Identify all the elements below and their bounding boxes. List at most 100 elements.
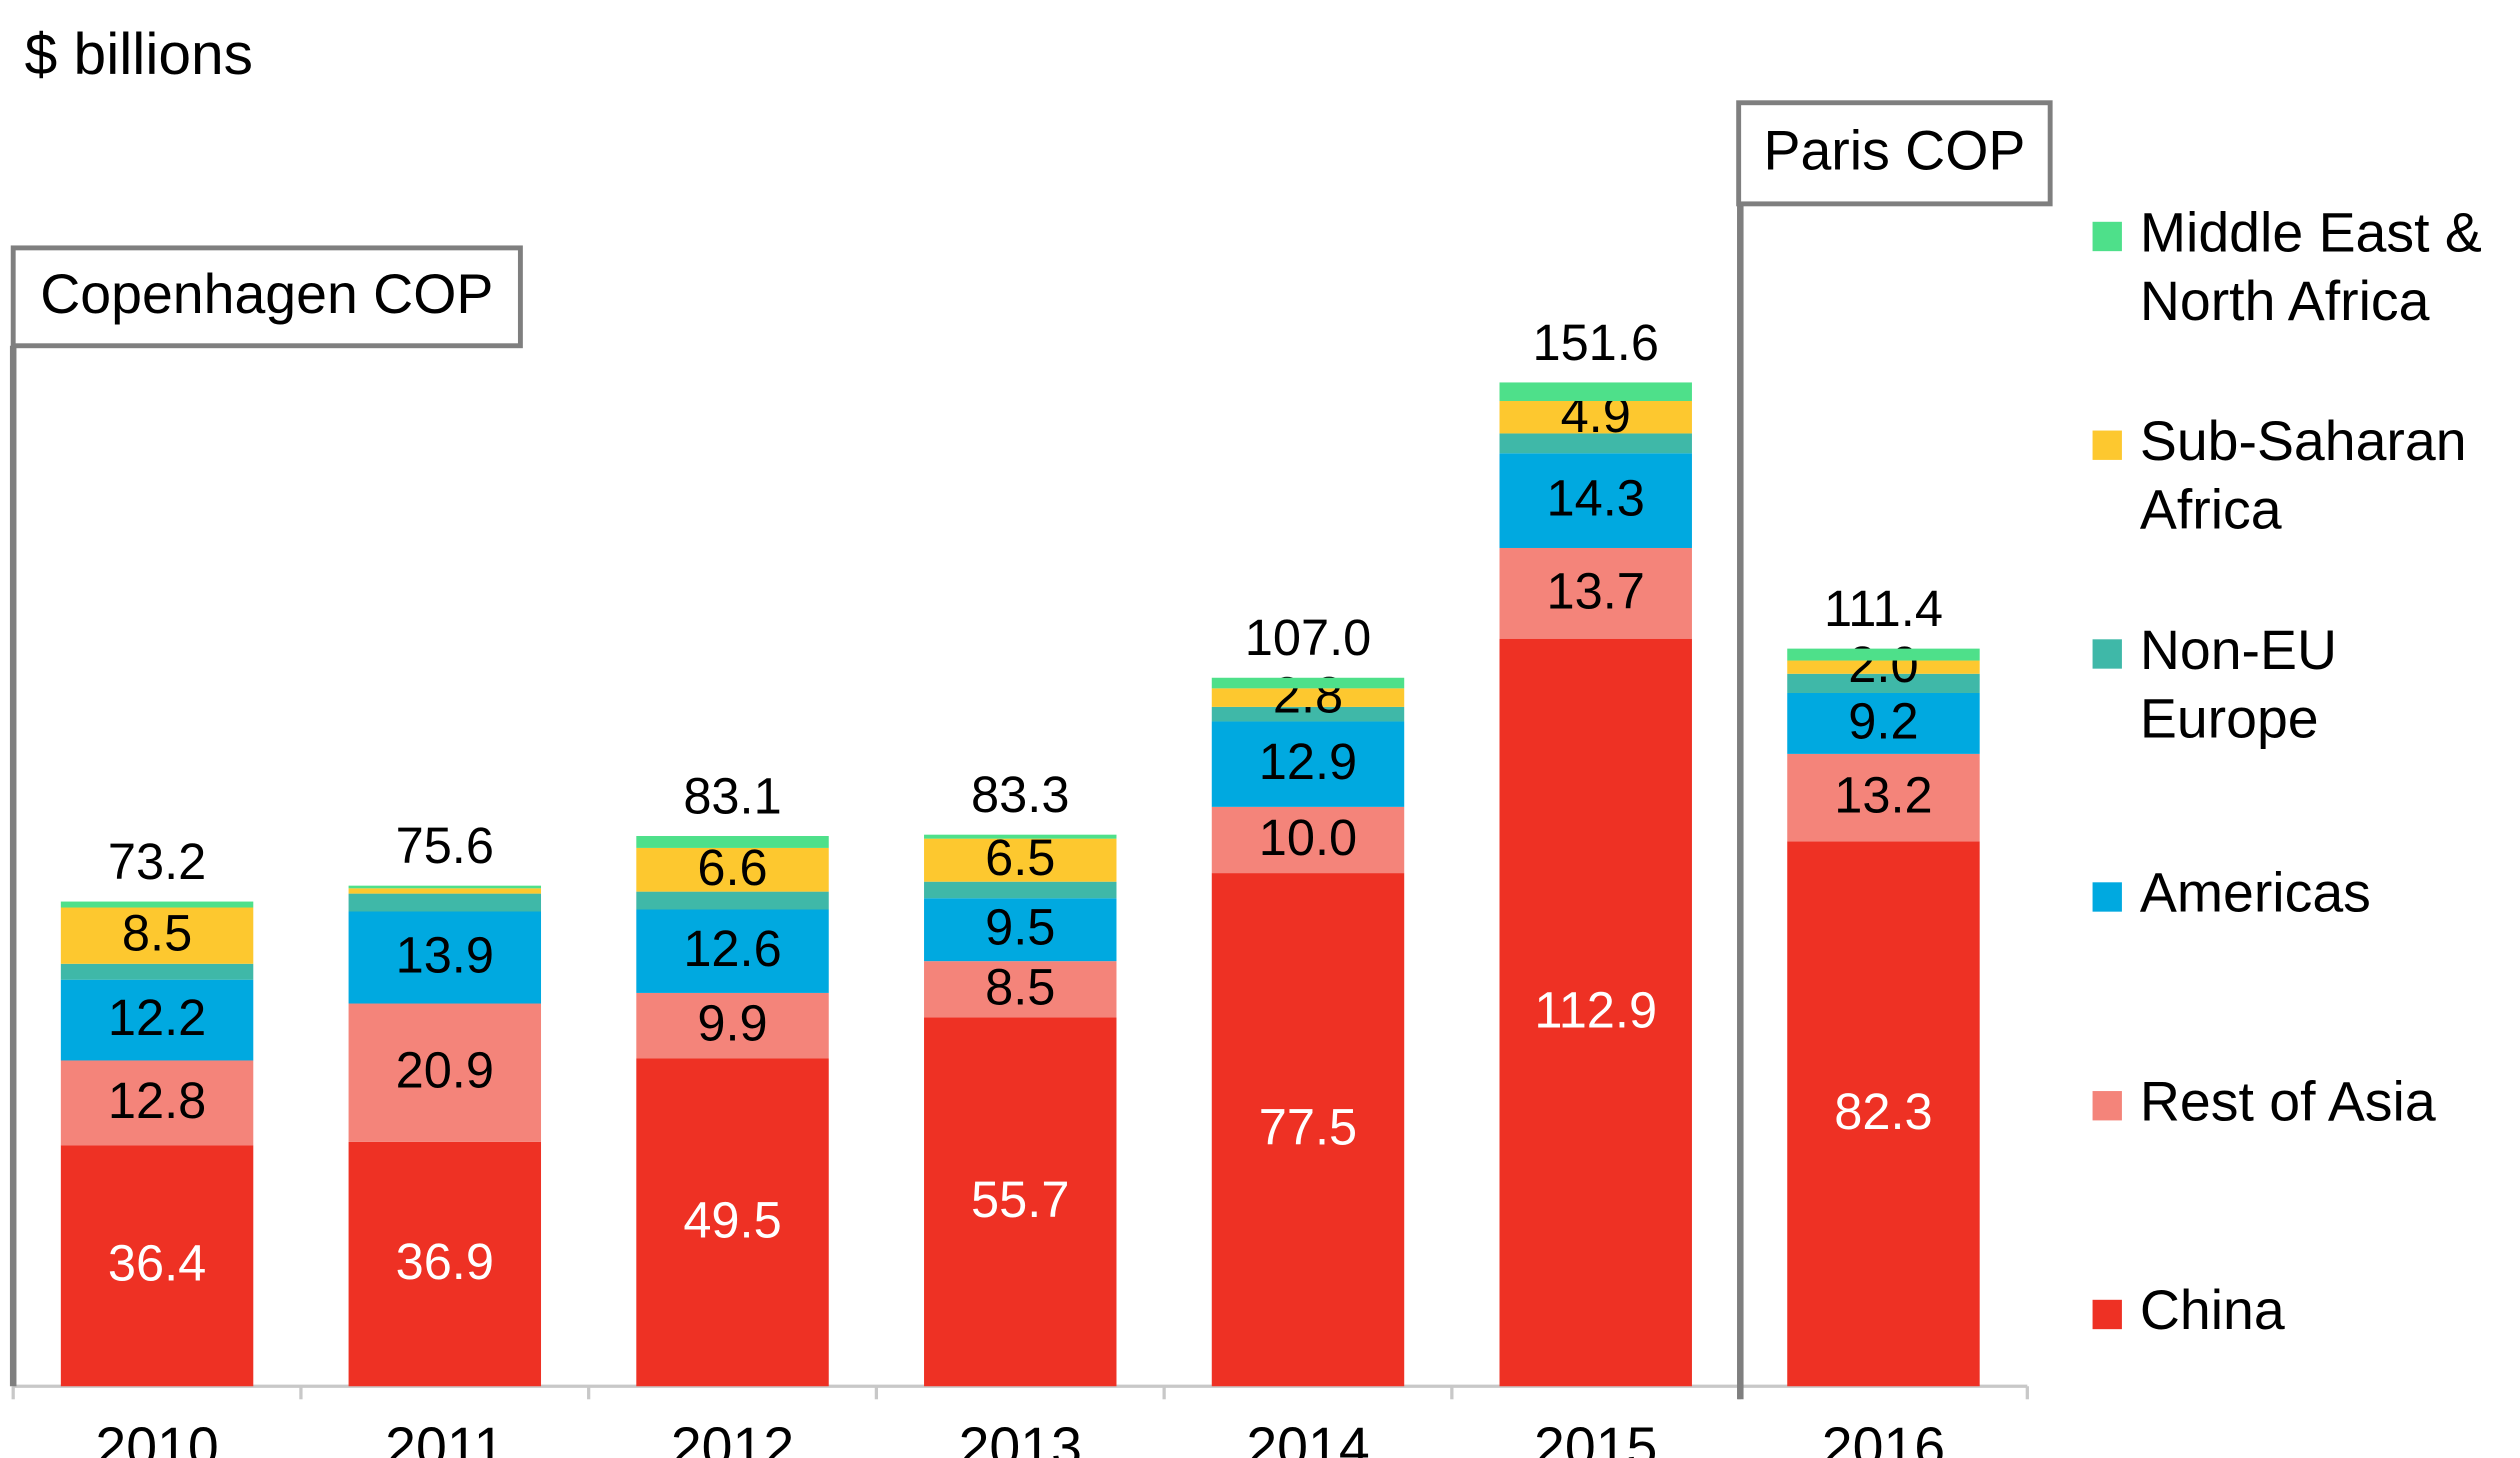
bar-segment: [924, 961, 1117, 1018]
total-label: 151.6: [1532, 314, 1659, 371]
legend-swatch: [2092, 1091, 2122, 1121]
annotation-text: Copenhagen COP: [40, 263, 493, 325]
legend-label: Non-EU Europe: [2140, 619, 2353, 749]
data-label: 12.9: [1259, 733, 1357, 790]
bar-segment: [348, 888, 542, 894]
legend-label: Middle East & North Africa: [2140, 201, 2497, 331]
bar-segment: [924, 834, 1117, 839]
data-label: 112.9: [1534, 981, 1657, 1038]
data-label: 9.5: [985, 899, 1055, 956]
total-label: 111.4: [1824, 580, 1943, 637]
x-tick-label: 2012: [671, 1416, 794, 1458]
bar-segment: [1499, 433, 1692, 454]
bar-segment: [1499, 400, 1692, 434]
bar-segment: [348, 911, 542, 1004]
bar-segment: [60, 963, 254, 980]
bar-segment: [1211, 806, 1405, 874]
x-tick-label: 2016: [1822, 1416, 1945, 1458]
legend-label: Rest of Asia: [2140, 1070, 2436, 1132]
total-label: 83.1: [683, 767, 781, 824]
total-label: 107.0: [1245, 609, 1372, 666]
chart-title: $ billions: [25, 22, 253, 87]
x-tick-label: 2011: [385, 1416, 504, 1458]
data-label: 6.5: [985, 829, 1055, 886]
data-label: 10.0: [1259, 809, 1357, 866]
x-tick-label: 2014: [1246, 1416, 1369, 1458]
data-label: 12.6: [683, 920, 781, 977]
bar-segment: [60, 901, 254, 908]
bar-segment: [1211, 688, 1405, 707]
bar-segment: [1211, 721, 1405, 807]
bar-segment: [636, 1058, 829, 1387]
data-label: 14.3: [1547, 470, 1645, 527]
data-label: 12.2: [108, 989, 206, 1046]
bar-segment: [348, 1003, 542, 1142]
bar-segment: [1499, 638, 1692, 1387]
bar-segment: [636, 847, 829, 892]
data-label: 49.5: [683, 1191, 781, 1248]
x-tick-label: 2010: [95, 1416, 218, 1458]
legend-label: China: [2140, 1279, 2285, 1341]
x-tick-label: 2015: [1534, 1416, 1657, 1458]
total-label: 73.2: [108, 833, 206, 890]
total-label: 83.3: [971, 766, 1069, 823]
data-label: 36.9: [396, 1233, 494, 1290]
bar-segment: [1787, 692, 1980, 754]
data-label: 13.7: [1547, 562, 1645, 619]
x-tick-label: 2013: [959, 1416, 1082, 1458]
bar-segment: [636, 836, 829, 848]
bar-segment: [60, 907, 254, 964]
legend-swatch: [2092, 1299, 2122, 1330]
bar-segment: [1211, 677, 1405, 689]
bar-segment: [60, 1145, 254, 1387]
data-label: 2.8: [1273, 667, 1343, 724]
bar-segment: [60, 1060, 254, 1146]
bar-segment: [1787, 648, 1980, 661]
data-label: 20.9: [396, 1042, 494, 1099]
bar-segment: [1499, 547, 1692, 639]
data-label: 36.4: [108, 1235, 206, 1292]
data-label: 77.5: [1259, 1099, 1357, 1156]
annotation-text: Paris COP: [1763, 120, 2025, 182]
bar-segment: [348, 1141, 542, 1387]
data-label: 9.9: [697, 995, 767, 1052]
legend-label: Sub-Saharan Africa: [2140, 410, 2482, 540]
legend-label: Americas: [2140, 862, 2371, 924]
bar-segment: [1787, 753, 1980, 842]
data-label: 6.6: [697, 839, 767, 896]
legend-swatch: [2092, 639, 2122, 669]
bar-segment: [1499, 453, 1692, 548]
bar-segment: [924, 1017, 1117, 1387]
bar-segment: [60, 979, 254, 1061]
annotation-box: [10, 245, 523, 349]
bar-segment: [636, 909, 829, 993]
bar-segment: [924, 838, 1117, 882]
bar-segment: [924, 881, 1117, 899]
bar-segment: [1499, 382, 1692, 401]
legend-swatch: [2092, 221, 2122, 252]
bar-segment: [1787, 841, 1980, 1387]
data-label: 2.0: [1848, 636, 1918, 693]
legend-swatch: [2092, 882, 2122, 912]
legend-swatch: [2092, 430, 2122, 460]
data-label: 13.9: [396, 926, 494, 983]
data-label: 55.7: [971, 1171, 1069, 1228]
bar-segment: [636, 992, 829, 1059]
data-label: 8.5: [985, 958, 1055, 1015]
bar-segment: [348, 893, 542, 912]
data-label: 9.2: [1848, 692, 1918, 749]
data-label: 8.5: [122, 905, 192, 962]
bar-segment: [636, 891, 829, 910]
data-label: 82.3: [1834, 1083, 1932, 1140]
data-label: 13.2: [1834, 767, 1932, 824]
bar-segment: [1787, 660, 1980, 674]
bar-segment: [1211, 873, 1405, 1387]
bar-segment: [348, 885, 542, 889]
bar-segment: [1211, 706, 1405, 722]
data-label: 12.8: [108, 1072, 206, 1129]
bar-segment: [924, 898, 1117, 962]
total-label: 75.6: [396, 817, 494, 874]
annotation-box: [1736, 100, 2053, 207]
bar-segment: [1787, 673, 1980, 693]
